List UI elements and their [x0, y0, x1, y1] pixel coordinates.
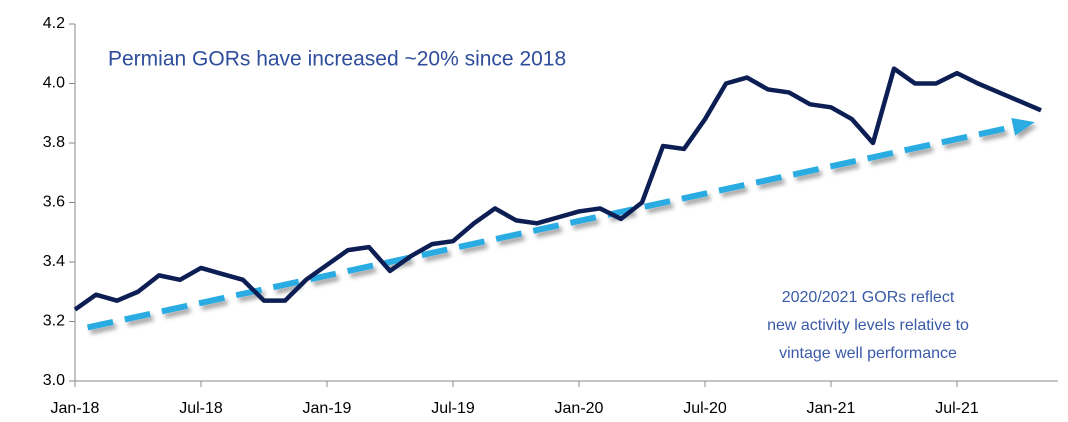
x-tick-label: Jan-19: [303, 400, 352, 417]
x-tick-label: Jan-20: [555, 400, 604, 417]
series-line: [73, 66, 1042, 312]
trend-arrow: [86, 118, 1035, 331]
trend-line: [86, 123, 1014, 331]
x-tick-label: Jan-18: [51, 400, 100, 417]
y-tick-label: 4.2: [43, 15, 65, 32]
note-line: vintage well performance: [779, 345, 957, 362]
x-tick-label: Jul-21: [935, 400, 979, 417]
x-tick-label: Jul-20: [683, 400, 727, 417]
x-tick-label: Jul-19: [431, 400, 475, 417]
y-tick-label: 3.8: [43, 134, 65, 151]
x-tick-label: Jan-21: [807, 400, 856, 417]
y-tick-label: 3.6: [43, 194, 65, 211]
note-line: 2020/2021 GORs reflect: [782, 289, 955, 306]
y-tick-label: 4.0: [43, 75, 65, 92]
y-tick-label: 3.0: [43, 372, 65, 389]
x-tick-label: Jul-18: [179, 400, 223, 417]
y-tick-label: 3.4: [43, 253, 65, 270]
trend-head: [1011, 118, 1035, 136]
y-tick-label: 3.2: [43, 313, 65, 330]
annotation: Permian GORs have increased ~20% since 2…: [108, 48, 566, 71]
note-line: new activity levels relative to: [767, 317, 969, 334]
